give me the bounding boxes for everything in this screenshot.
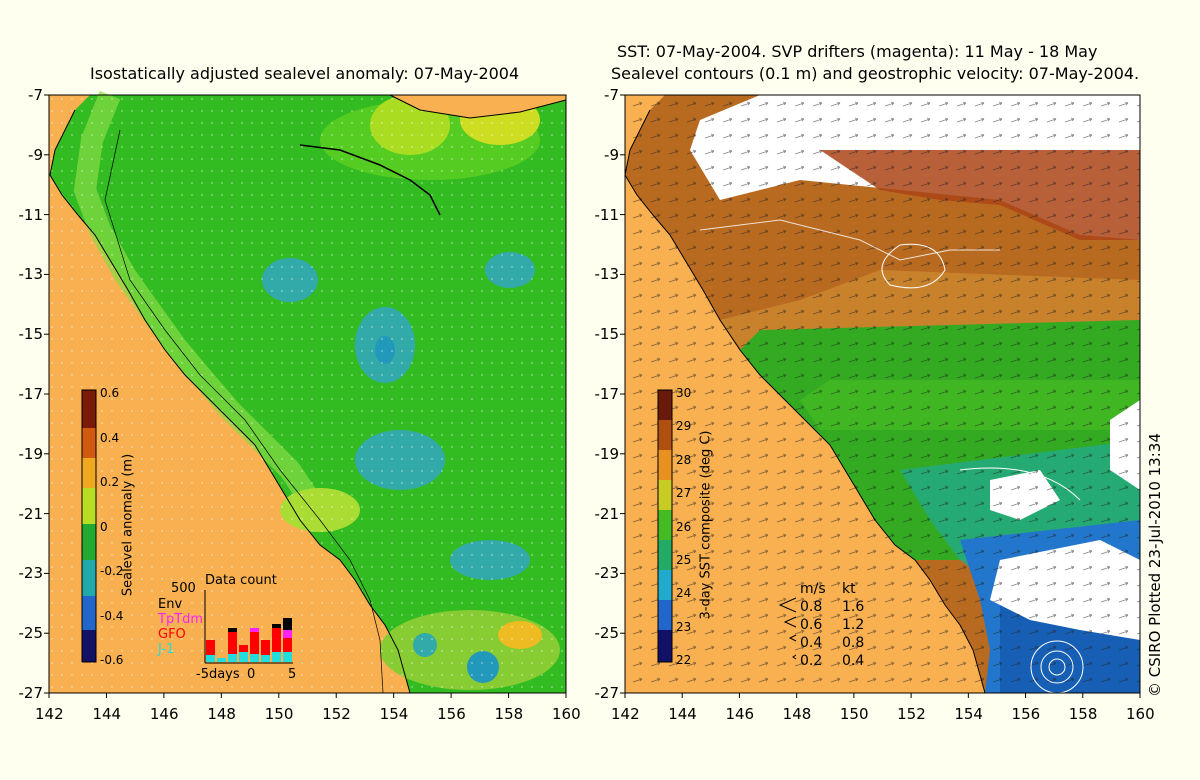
data-count-x-zero: 0 bbox=[247, 667, 256, 682]
y-tick-label: -7 bbox=[604, 86, 619, 104]
x-tick-label: 160 bbox=[552, 705, 581, 723]
data-count-x-start: -5days bbox=[196, 667, 240, 682]
velocity-row-kt: 0.4 bbox=[842, 653, 865, 669]
data-count-x-end: 5 bbox=[288, 667, 297, 682]
colorbar-tick-label: 27 bbox=[676, 486, 692, 501]
y-tick-label: -17 bbox=[18, 385, 44, 403]
y-tick-label: -21 bbox=[18, 504, 44, 523]
left-colorbar-label: Sealevel anomaly (m) bbox=[120, 453, 136, 597]
x-tick-label: 142 bbox=[611, 705, 640, 723]
velocity-row-ms: 0.8 bbox=[800, 599, 823, 615]
map-axes bbox=[44, 94, 1141, 698]
y-tick-label: -17 bbox=[594, 385, 620, 403]
y-tick-label: -9 bbox=[604, 145, 619, 164]
data-count-bars bbox=[204, 590, 293, 664]
y-tick-label: -19 bbox=[594, 444, 620, 463]
x-tick-label: 144 bbox=[92, 705, 122, 723]
y-tick-label: -23 bbox=[594, 564, 620, 583]
x-tick-label: 160 bbox=[1126, 705, 1155, 723]
colorbar-tick-label: 30 bbox=[676, 386, 692, 400]
right-colorbar bbox=[657, 389, 673, 663]
colorbar-tick-label: 22 bbox=[676, 653, 692, 667]
colorbar-tick-label: 26 bbox=[676, 519, 692, 534]
colorbar-tick-label: -0.6 bbox=[100, 653, 124, 667]
x-tick-label: 142 bbox=[35, 705, 64, 723]
x-tick-label: 158 bbox=[1068, 705, 1098, 723]
colorbar-tick-label: -0.4 bbox=[100, 608, 124, 623]
y-tick-label: -15 bbox=[594, 325, 620, 344]
legend-gfo: GFO bbox=[158, 627, 186, 642]
velocity-header-kt: kt bbox=[842, 581, 856, 597]
right-sst-map bbox=[624, 94, 1141, 694]
x-tick-label: 148 bbox=[207, 705, 236, 723]
colorbar-tick-label: 0 bbox=[100, 519, 108, 534]
velocity-header-ms: m/s bbox=[800, 581, 826, 597]
y-tick-label: -19 bbox=[18, 444, 44, 463]
colorbar-tick-label: 29 bbox=[676, 419, 692, 434]
right-colorbar-label: 3-day SST composite (deg C) bbox=[698, 430, 714, 620]
x-tick-label: 146 bbox=[149, 705, 179, 723]
colorbar-tick-label: 0.4 bbox=[100, 430, 120, 445]
x-tick-label: 150 bbox=[839, 705, 869, 723]
velocity-row-kt: 0.8 bbox=[842, 635, 865, 651]
x-tick-label: 156 bbox=[1011, 705, 1041, 723]
y-tick-label: -15 bbox=[18, 325, 44, 344]
x-tick-label: 154 bbox=[954, 705, 983, 723]
x-tick-label: 146 bbox=[725, 705, 755, 723]
left-colorbar bbox=[81, 389, 97, 663]
x-tick-label: 152 bbox=[897, 705, 926, 723]
velocity-row-kt: 1.2 bbox=[842, 617, 865, 633]
left-map-title: Isostatically adjusted sealevel anomaly:… bbox=[90, 64, 520, 83]
y-tick-label: -25 bbox=[18, 624, 44, 643]
x-tick-label: 148 bbox=[782, 705, 812, 723]
y-tick-label: -27 bbox=[18, 684, 44, 702]
data-count-title: Data count bbox=[205, 573, 277, 588]
y-tick-label: -7 bbox=[28, 86, 43, 104]
y-tick-label: -25 bbox=[594, 624, 620, 643]
colorbar-tick-label: 23 bbox=[676, 619, 692, 634]
x-tick-label: 144 bbox=[668, 705, 697, 723]
right-map-title-line2: Sealevel contours (0.1 m) and geostrophi… bbox=[611, 64, 1140, 83]
data-count-legend: Env TpTdm GFO J-1 bbox=[158, 597, 203, 657]
y-tick-label: -27 bbox=[594, 684, 620, 702]
legend-tptdm: TpTdm bbox=[158, 612, 204, 627]
velocity-row-kt: 1.6 bbox=[842, 599, 865, 615]
velocity-vectors bbox=[625, 95, 1140, 693]
right-map-title-line1: SST: 07-May-2004. SVP drifters (magenta)… bbox=[617, 42, 1098, 61]
colorbar-tick-label: 0.2 bbox=[100, 475, 120, 489]
x-tick-label: 150 bbox=[264, 705, 294, 723]
coastline-right bbox=[624, 109, 986, 694]
velocity-row-ms: 0.2 bbox=[800, 653, 823, 669]
credit-text: © CSIRO Plotted 23-Jul-2010 13:34 bbox=[1146, 433, 1164, 697]
y-tick-label: -11 bbox=[594, 205, 620, 224]
velocity-row-ms: 0.6 bbox=[800, 617, 823, 633]
y-tick-label: -21 bbox=[594, 504, 620, 523]
x-tick-label: 154 bbox=[379, 705, 409, 723]
legend-j1: J-1 bbox=[158, 642, 175, 657]
colorbar-tick-label: 28 bbox=[676, 452, 692, 467]
colorbar-tick-label: 0.6 bbox=[100, 386, 120, 400]
legend-env: Env bbox=[158, 597, 183, 612]
x-tick-label: 156 bbox=[437, 705, 466, 723]
x-tick-label: 152 bbox=[322, 705, 351, 723]
velocity-legend: m/s kt 0.8 1.6 0.6 1.2 0.4 0.8 0.2 0.4 bbox=[800, 580, 864, 670]
colorbar-tick-label: 24 bbox=[676, 586, 692, 601]
island-chain bbox=[299, 144, 441, 216]
y-tick-label: -13 bbox=[594, 265, 620, 284]
y-tick-label: -11 bbox=[18, 205, 44, 224]
colorbar-tick-label: 25 bbox=[676, 552, 692, 567]
colorbar-tick-label: -0.2 bbox=[100, 564, 124, 578]
velocity-legend-arrows bbox=[778, 597, 797, 660]
y-tick-label: -13 bbox=[18, 265, 44, 284]
data-count-scale: 500 bbox=[171, 581, 196, 596]
y-tick-label: -9 bbox=[28, 145, 43, 164]
coastline bbox=[49, 109, 411, 694]
y-tick-label: -23 bbox=[18, 564, 44, 583]
x-tick-label: 158 bbox=[494, 705, 524, 723]
left-sealevel-map bbox=[48, 90, 567, 694]
velocity-row-ms: 0.4 bbox=[800, 635, 823, 651]
